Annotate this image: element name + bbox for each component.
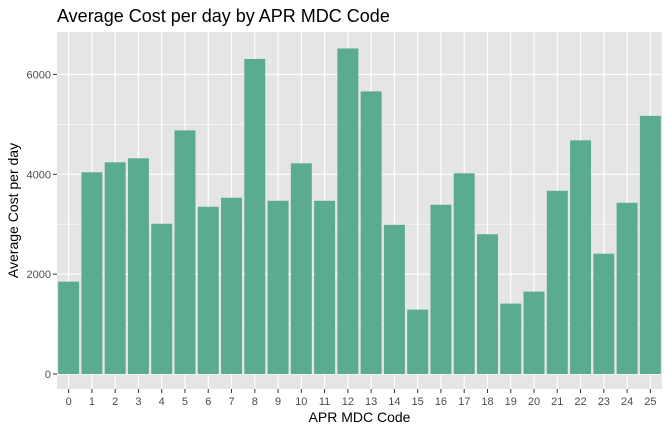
y-tick-label: 4000 xyxy=(27,169,51,181)
x-tick-label: 14 xyxy=(388,396,400,408)
x-tick-label: 3 xyxy=(135,396,141,408)
x-tick-label: 25 xyxy=(644,396,656,408)
bar xyxy=(407,309,429,375)
bar xyxy=(81,172,103,375)
x-tick-label: 20 xyxy=(528,396,540,408)
bar xyxy=(616,202,638,375)
bar xyxy=(174,130,196,375)
x-tick-label: 18 xyxy=(481,396,493,408)
y-tick-label: 2000 xyxy=(27,269,51,281)
y-tick-label: 0 xyxy=(45,369,51,381)
x-tick-label: 9 xyxy=(275,396,281,408)
bars xyxy=(58,48,661,375)
x-tick-label: 6 xyxy=(205,396,211,408)
bar xyxy=(360,91,382,375)
bar xyxy=(221,197,242,375)
x-axis-title: APR MDC Code xyxy=(309,409,411,425)
x-tick-label: 8 xyxy=(252,396,258,408)
x-tick-label: 19 xyxy=(505,396,517,408)
bar xyxy=(383,224,405,375)
bar xyxy=(570,140,592,375)
bar xyxy=(593,253,615,375)
x-tick-label: 24 xyxy=(621,396,633,408)
bar xyxy=(453,173,475,375)
bar xyxy=(290,163,312,375)
bar xyxy=(430,204,452,375)
x-tick-label: 13 xyxy=(365,396,377,408)
bar xyxy=(546,190,568,375)
bar xyxy=(500,303,522,375)
x-tick-label: 7 xyxy=(228,396,234,408)
bar xyxy=(197,206,219,375)
x-tick-label: 21 xyxy=(551,396,563,408)
bar xyxy=(127,158,149,375)
chart-title: Average Cost per day by APR MDC Code xyxy=(57,6,390,26)
x-tick-label: 1 xyxy=(89,396,95,408)
bar xyxy=(523,291,545,375)
bar xyxy=(58,281,80,375)
x-tick-label: 16 xyxy=(435,396,447,408)
bar xyxy=(639,115,661,375)
bar xyxy=(244,58,266,375)
y-axis-title: Average Cost per day xyxy=(5,143,21,278)
x-tick-label: 10 xyxy=(295,396,307,408)
y-tick-label: 6000 xyxy=(27,69,51,81)
x-tick-label: 0 xyxy=(66,396,72,408)
bar xyxy=(267,200,289,375)
x-tick-label: 2 xyxy=(112,396,118,408)
x-tick-label: 12 xyxy=(342,396,354,408)
x-axis: 0 1 2 3 4 5 6 7 8 9 10 11 12 13 14 15 16 17 18 19 20 21 22 23 24… xyxy=(66,389,656,408)
bar xyxy=(151,223,173,375)
x-tick-label: 4 xyxy=(159,396,165,408)
x-tick-label: 5 xyxy=(182,396,188,408)
bar xyxy=(337,48,359,375)
bar xyxy=(314,200,336,375)
x-tick-label: 17 xyxy=(458,396,470,408)
y-axis: 0 2000 4000 6000 xyxy=(27,69,57,381)
bar xyxy=(104,162,126,375)
x-tick-label: 22 xyxy=(574,396,586,408)
x-tick-label: 15 xyxy=(412,396,424,408)
x-tick-label: 11 xyxy=(319,396,330,408)
bar xyxy=(477,234,498,375)
x-tick-label: 23 xyxy=(598,396,610,408)
